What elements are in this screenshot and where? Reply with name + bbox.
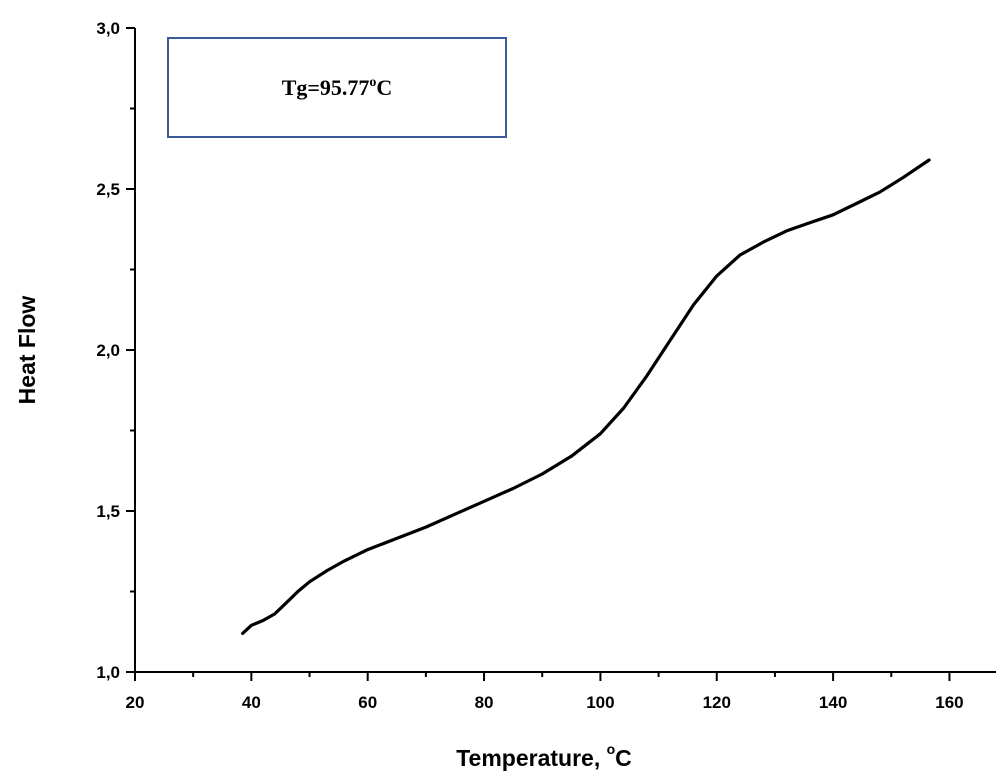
x-axis-degree-sup: o [607, 741, 616, 757]
plot-area [241, 158, 931, 636]
y-tick-label: 2,5 [96, 180, 120, 199]
x-tick-label: 140 [819, 693, 847, 712]
y-tick-label: 2,0 [96, 341, 120, 360]
x-axis-unit: C [615, 745, 632, 771]
x-axis-title-text: Temperature, [456, 745, 606, 771]
y-tick-label: 1,0 [96, 663, 120, 682]
ticks-group: 20 40 60 80 100 120 140 160 1,0 1,5 2,0 2,5 3,0 [96, 19, 963, 712]
x-tick-label: 120 [703, 693, 731, 712]
annotation-degree-sup: o [369, 75, 376, 90]
x-tick-label: 60 [358, 693, 377, 712]
x-tick-label: 80 [475, 693, 494, 712]
x-tick-label: 40 [242, 693, 261, 712]
annotation-text-tail: C [376, 75, 392, 100]
y-tick-label: 3,0 [96, 19, 120, 38]
annotation-text-main: Tg=95.77 [282, 75, 370, 100]
x-tick-label: 20 [126, 693, 145, 712]
y-tick-label: 1,5 [96, 502, 120, 521]
x-tick-label: 100 [586, 693, 614, 712]
x-tick-label: 160 [935, 693, 963, 712]
heat-flow-line [241, 158, 931, 636]
x-axis-title: Temperature, oC [456, 741, 632, 771]
y-axis-title: Heat Flow [14, 296, 40, 405]
annotation-box [167, 37, 507, 138]
annotation-text: Tg=95.77oC [282, 75, 393, 100]
